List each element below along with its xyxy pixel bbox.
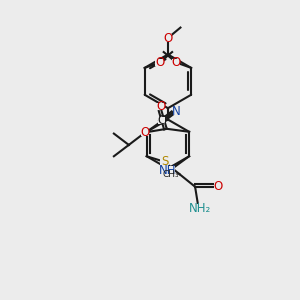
Text: O: O — [157, 100, 166, 113]
FancyBboxPatch shape — [158, 103, 165, 110]
FancyBboxPatch shape — [173, 108, 180, 115]
Text: O: O — [214, 180, 223, 193]
FancyBboxPatch shape — [161, 166, 175, 174]
Text: O: O — [163, 32, 172, 44]
Text: S: S — [161, 155, 168, 168]
FancyBboxPatch shape — [141, 129, 148, 136]
Text: O: O — [140, 126, 149, 139]
FancyBboxPatch shape — [172, 59, 180, 66]
Text: O: O — [172, 56, 181, 69]
FancyBboxPatch shape — [160, 158, 169, 166]
Text: NH: NH — [159, 164, 177, 176]
Text: C: C — [158, 114, 166, 127]
FancyBboxPatch shape — [193, 204, 208, 212]
Text: CH₃: CH₃ — [163, 170, 179, 179]
Text: NH₂: NH₂ — [189, 202, 212, 215]
Text: N: N — [172, 105, 181, 118]
FancyBboxPatch shape — [158, 117, 165, 124]
FancyBboxPatch shape — [214, 183, 222, 190]
FancyBboxPatch shape — [155, 59, 164, 66]
FancyBboxPatch shape — [164, 34, 172, 42]
Text: O: O — [155, 56, 164, 69]
